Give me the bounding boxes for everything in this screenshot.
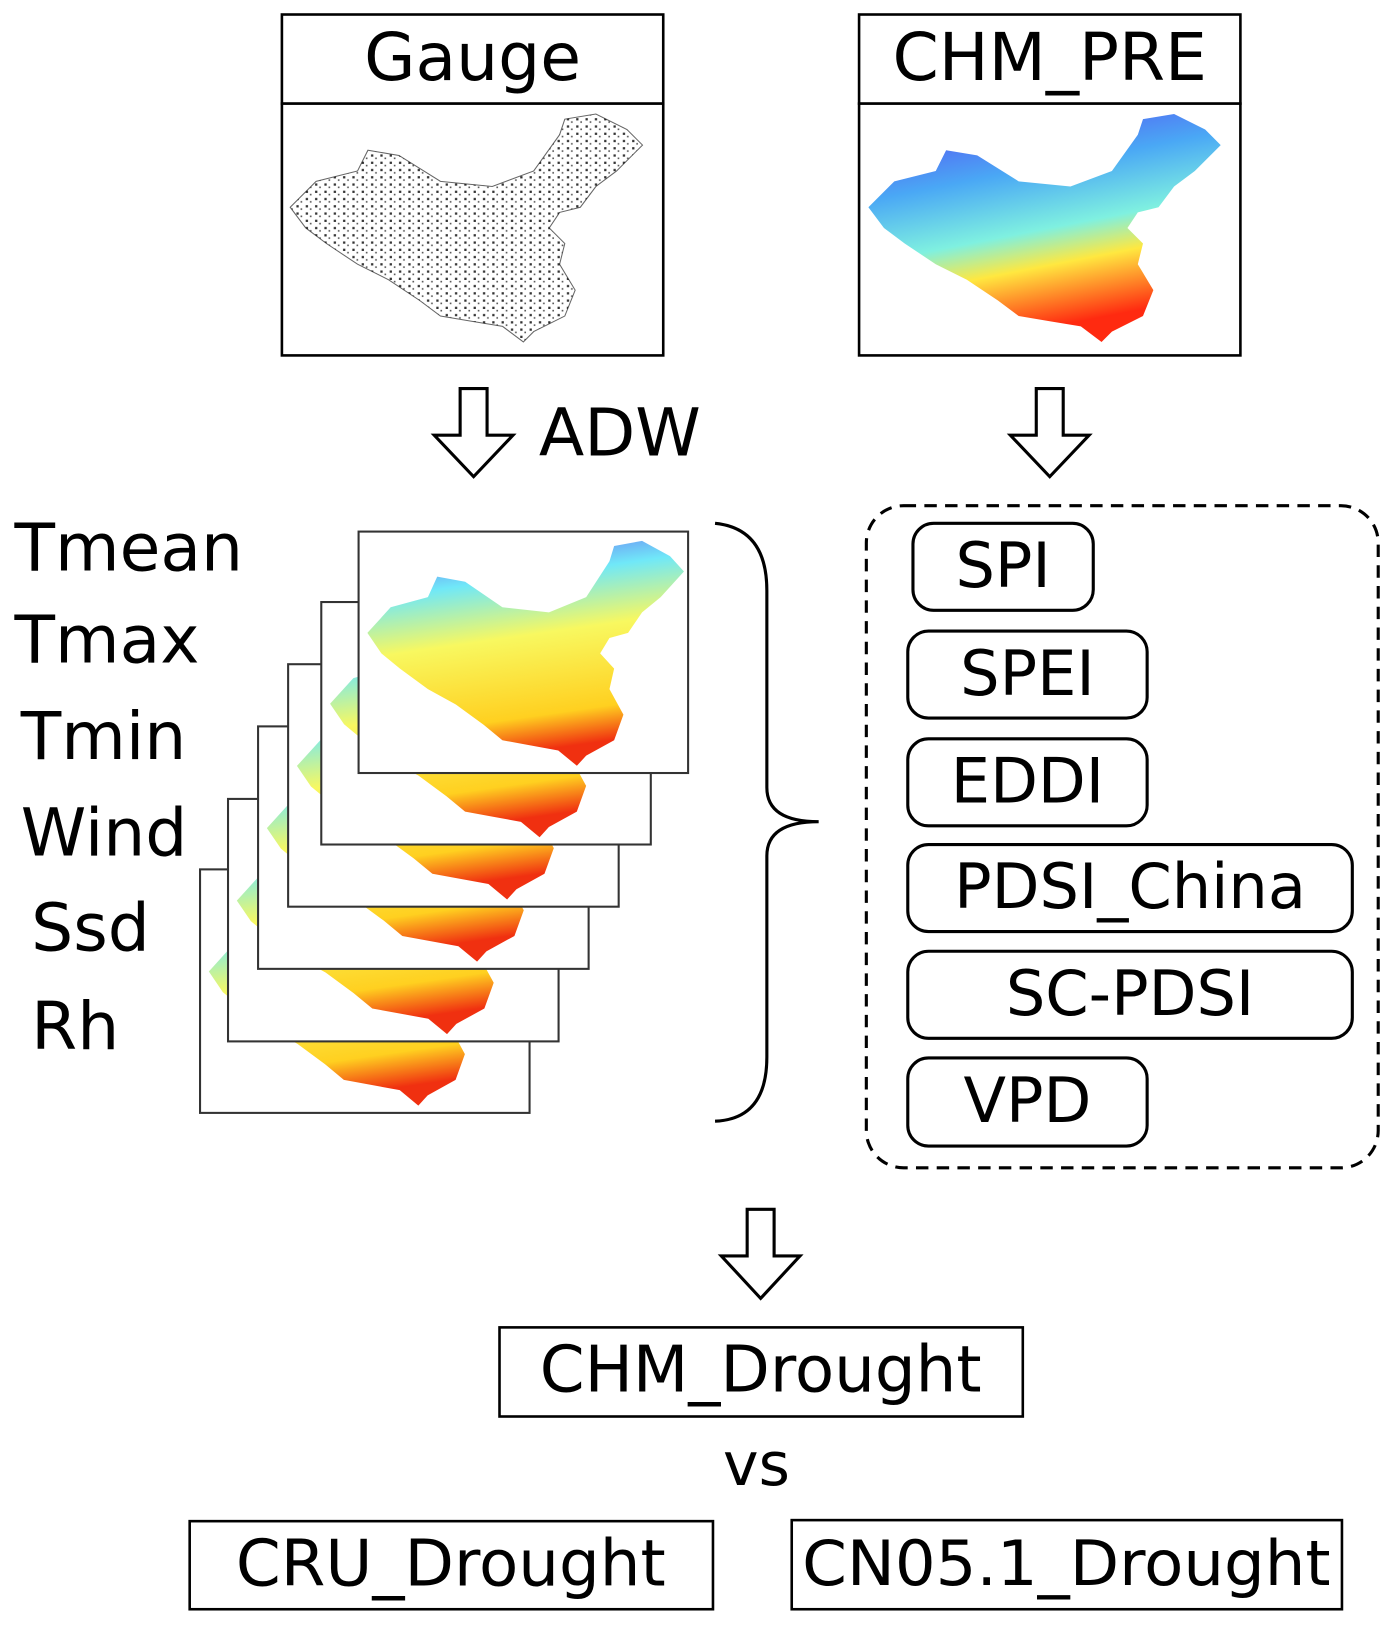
reference-box — [188, 1519, 715, 1611]
brace — [714, 521, 819, 1123]
output-box — [498, 1326, 1025, 1418]
index-label: SC-PDSI — [1006, 957, 1254, 1030]
chm-pre-panel: CHM_PRE — [857, 13, 1242, 357]
index-box — [906, 737, 1149, 828]
variable-label: Tmean — [14, 508, 244, 586]
variable-label: Ssd — [31, 889, 150, 967]
reference-label: CN05.1_Drought — [802, 1527, 1330, 1600]
index-label: EDDI — [951, 745, 1104, 818]
index-label: PDSI_China — [954, 850, 1306, 923]
panel-title: Gauge — [364, 18, 581, 96]
arrow — [717, 1207, 804, 1301]
index-box — [906, 842, 1354, 934]
reference-label: CRU_Drought — [236, 1526, 666, 1601]
gauge-panel: Gauge — [280, 13, 665, 357]
comparison-label: vs — [723, 1430, 790, 1500]
variable-label: Tmax — [14, 601, 200, 679]
index-box — [906, 1056, 1149, 1148]
index-label: SPEI — [960, 637, 1095, 710]
reference-box — [790, 1518, 1344, 1611]
index-group — [864, 504, 1380, 1170]
variable-list: Tmean Tmax Tmin Wind Ssd Rh — [14, 508, 244, 1065]
variable-label: Tmin — [20, 697, 187, 775]
variable-label: Rh — [31, 987, 119, 1065]
index-box — [911, 521, 1095, 612]
output-label: CHM_Drought — [540, 1333, 982, 1408]
index-label: VPD — [964, 1064, 1092, 1137]
map-stack — [199, 530, 690, 1114]
panel-title: CHM_PRE — [893, 18, 1207, 96]
index-list: SPI SPEI EDDI PDSI_China SC-PDSI VPD — [906, 521, 1354, 1148]
index-label: SPI — [955, 529, 1050, 602]
arrow — [430, 387, 517, 479]
method-label: ADW — [539, 393, 701, 471]
variable-label: Wind — [21, 793, 188, 871]
index-box — [906, 949, 1354, 1040]
arrow — [1006, 387, 1093, 479]
index-box — [906, 629, 1149, 720]
